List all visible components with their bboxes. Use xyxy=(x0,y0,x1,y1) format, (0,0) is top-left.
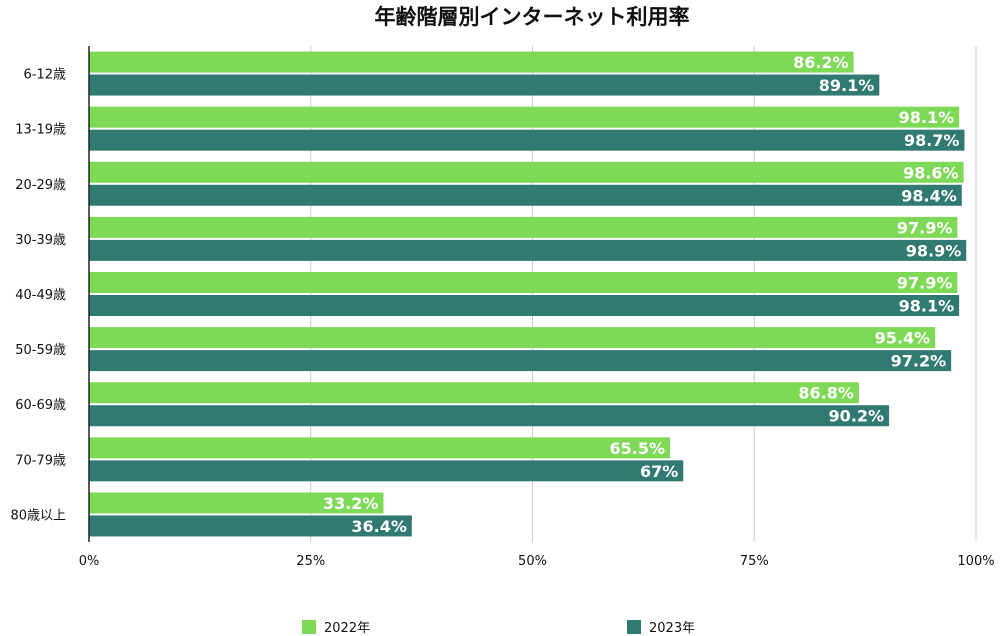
legend-swatch xyxy=(627,620,641,634)
bar-data-label: 98.6% xyxy=(903,163,959,182)
category-label: 30-39歳 xyxy=(15,233,66,248)
bar-data-label: 86.2% xyxy=(793,53,849,72)
bar xyxy=(89,382,859,404)
bar xyxy=(89,327,936,349)
bars xyxy=(89,51,967,537)
bar xyxy=(89,106,960,128)
bar-data-label: 98.1% xyxy=(899,108,955,127)
bar-data-label: 36.4% xyxy=(351,517,407,536)
bar-data-label: 98.4% xyxy=(901,186,957,205)
bar xyxy=(89,295,960,316)
x-tick-label: 0% xyxy=(79,554,100,569)
bar-data-label: 86.8% xyxy=(798,384,854,403)
legend-label: 2022年 xyxy=(324,621,370,636)
legend-swatch xyxy=(302,620,316,634)
legend-label: 2023年 xyxy=(649,621,695,636)
bar-data-label: 33.2% xyxy=(323,494,379,513)
bar xyxy=(89,437,670,459)
x-tick-label: 75% xyxy=(740,554,769,569)
x-tick-label: 25% xyxy=(296,554,325,569)
legend: 2022年 2023年 xyxy=(302,620,695,636)
category-label: 20-29歳 xyxy=(15,178,66,193)
bar-data-label: 67% xyxy=(640,462,678,481)
gridlines xyxy=(310,46,977,542)
bar-data-label: 95.4% xyxy=(875,329,931,348)
bar xyxy=(89,161,964,183)
bar-data-label: 89.1% xyxy=(819,76,875,95)
chart-title: 年齢階層別インターネット利用率 xyxy=(375,5,690,29)
x-tick-label: 100% xyxy=(957,554,994,569)
bar-data-label: 65.5% xyxy=(609,439,665,458)
category-label: 50-59歳 xyxy=(15,343,66,358)
category-label: 80歳以上 xyxy=(10,508,66,523)
bar-data-label: 97.2% xyxy=(891,352,947,371)
bar xyxy=(89,129,965,151)
bar xyxy=(89,515,412,537)
bar xyxy=(89,405,890,427)
category-label: 40-49歳 xyxy=(15,288,66,303)
category-label: 70-79歳 xyxy=(15,453,66,468)
bar xyxy=(89,216,958,238)
category-label: 13-19歳 xyxy=(15,123,66,138)
x-tick-label: 50% xyxy=(518,554,547,569)
bar xyxy=(89,460,684,482)
bar xyxy=(89,492,384,514)
bar xyxy=(89,272,958,293)
data-labels: 86.2% 89.1% 98.1% 98.7% 98.6% 98.4% 97.9% 98.9%… xyxy=(323,53,961,536)
bar-data-label: 97.9% xyxy=(897,218,953,237)
bar xyxy=(89,184,962,206)
bar-data-label: 90.2% xyxy=(829,407,885,426)
category-label: 6-12歳 xyxy=(23,68,66,83)
bar-data-label: 97.9% xyxy=(897,274,953,293)
bar xyxy=(89,239,967,261)
bar-data-label: 98.1% xyxy=(899,297,955,316)
bar xyxy=(89,350,952,372)
bar xyxy=(89,51,854,73)
category-label: 60-69歳 xyxy=(15,398,66,413)
axes: 0% 25% 50% 75% 100% 6-12歳 13-19歳 20-29歳 30-39歳 40… xyxy=(10,46,995,569)
bar-data-label: 98.9% xyxy=(906,241,962,260)
bar-data-label: 98.7% xyxy=(904,131,960,150)
bar xyxy=(89,74,880,96)
